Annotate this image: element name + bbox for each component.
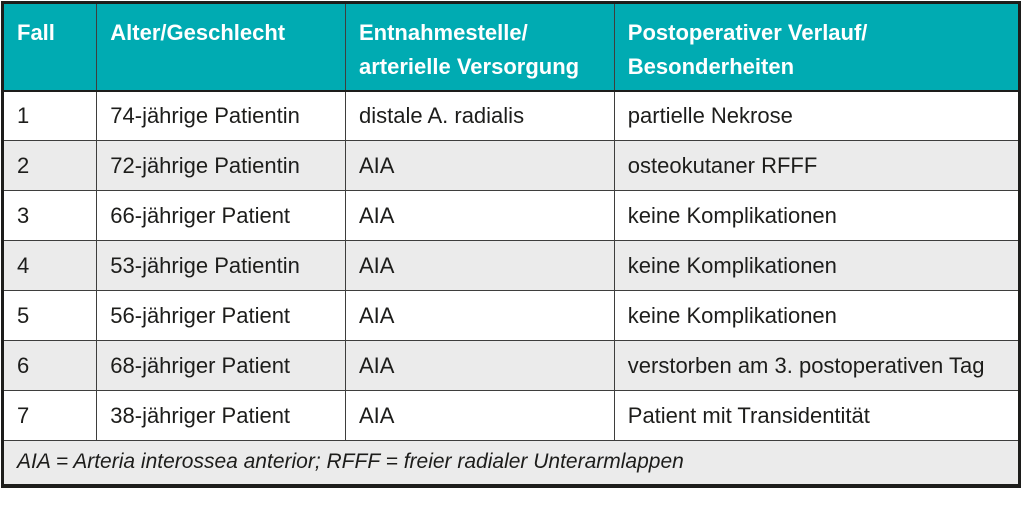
cell-verlauf: keine Komplikationen bbox=[613, 190, 1021, 241]
col-header-alter-geschlecht: Alter/Geschlecht bbox=[96, 2, 346, 92]
cases-table: Fall Alter/Geschlecht Entnahmestelle/ ar… bbox=[1, 1, 1021, 488]
table-footnote: AIA = Arteria interossea anterior; RFFF … bbox=[2, 440, 1020, 486]
cell-verlauf: verstorben am 3. postoperativen Tag bbox=[613, 340, 1021, 391]
cell-alter-geschlecht: 74-jährige Patientin bbox=[96, 90, 346, 141]
cell-verlauf: keine Komplikationen bbox=[613, 240, 1021, 291]
cell-entnahmestelle: AIA bbox=[344, 240, 615, 291]
cell-entnahmestelle: AIA bbox=[344, 290, 615, 341]
cell-entnahmestelle: AIA bbox=[344, 340, 615, 391]
col-header-entnahmestelle: Entnahmestelle/ arterielle Versorgung bbox=[344, 2, 615, 92]
table-row-5: 5 56-jähriger Patient AIA keine Komplika… bbox=[1, 290, 1021, 341]
footnote-row: AIA = Arteria interossea anterior; RFFF … bbox=[2, 440, 1020, 486]
cell-fall: 3 bbox=[1, 190, 98, 241]
cell-fall: 2 bbox=[1, 140, 98, 191]
table-header: Fall Alter/Geschlecht Entnahmestelle/ ar… bbox=[1, 2, 1021, 92]
cell-entnahmestelle: AIA bbox=[344, 140, 615, 191]
header-row: Fall Alter/Geschlecht Entnahmestelle/ ar… bbox=[1, 2, 1021, 92]
cell-verlauf: osteokutaner RFFF bbox=[613, 140, 1021, 191]
cell-verlauf: partielle Nekrose bbox=[613, 90, 1021, 141]
cell-fall: 7 bbox=[1, 390, 98, 441]
cell-fall: 1 bbox=[1, 90, 98, 141]
table-row-6: 6 68-jähriger Patient AIA verstorben am … bbox=[1, 340, 1021, 391]
cell-fall: 5 bbox=[1, 290, 98, 341]
table-row-2: 2 72-jährige Patientin AIA osteokutaner … bbox=[1, 140, 1021, 191]
col-header-postoperativer-verlauf: Postoperativer Verlauf/ Besonderheiten bbox=[613, 2, 1021, 92]
cell-alter-geschlecht: 72-jährige Patientin bbox=[96, 140, 346, 191]
table-row-3: 3 66-jähriger Patient AIA keine Komplika… bbox=[1, 190, 1021, 241]
cell-alter-geschlecht: 68-jähriger Patient bbox=[96, 340, 346, 391]
cell-alter-geschlecht: 66-jähriger Patient bbox=[96, 190, 346, 241]
cell-fall: 6 bbox=[1, 340, 98, 391]
cell-alter-geschlecht: 38-jähriger Patient bbox=[96, 390, 346, 441]
cell-entnahmestelle: AIA bbox=[344, 190, 615, 241]
table-row-1: 1 74-jährige Patientin distale A. radial… bbox=[1, 90, 1021, 141]
cell-alter-geschlecht: 53-jährige Patientin bbox=[96, 240, 346, 291]
table-row-4: 4 53-jährige Patientin AIA keine Komplik… bbox=[1, 240, 1021, 291]
cell-verlauf: keine Komplikationen bbox=[613, 290, 1021, 341]
cell-fall: 4 bbox=[1, 240, 98, 291]
cell-verlauf: Patient mit Transidentität bbox=[613, 390, 1021, 441]
col-header-fall: Fall bbox=[1, 2, 98, 92]
cell-alter-geschlecht: 56-jähriger Patient bbox=[96, 290, 346, 341]
cell-entnahmestelle: AIA bbox=[344, 390, 615, 441]
table-row-7: 7 38-jähriger Patient AIA Patient mit Tr… bbox=[1, 390, 1021, 441]
cell-entnahmestelle: distale A. radialis bbox=[344, 90, 615, 141]
